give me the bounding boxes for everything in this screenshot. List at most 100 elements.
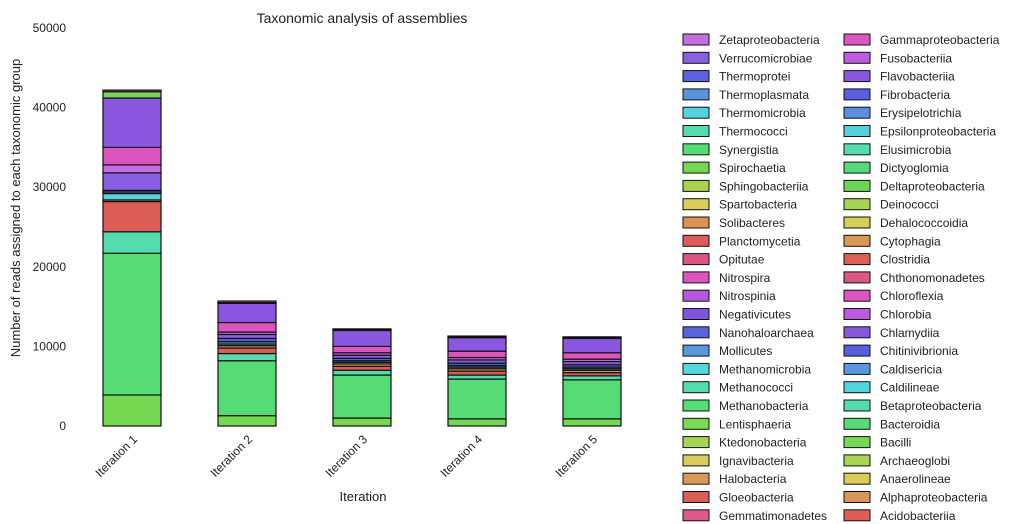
legend-swatch <box>843 234 871 247</box>
legend-swatch <box>682 344 710 357</box>
legend-swatch <box>843 326 871 339</box>
bar-segment <box>447 337 507 352</box>
bar-segment <box>562 352 622 360</box>
legend-label: Epsilonproteobacteria <box>880 125 996 139</box>
legend-swatch <box>843 454 871 467</box>
legend-label: Spirochaetia <box>719 161 786 175</box>
legend-label: Methanococci <box>719 381 793 395</box>
bar-segment <box>447 378 507 420</box>
legend-label: Chthonomonadetes <box>880 271 985 285</box>
bar-segment <box>332 329 392 348</box>
bar-segment <box>102 97 162 148</box>
bar-segment <box>332 328 392 331</box>
legend-swatch <box>682 125 710 137</box>
y-axis-label: Number of reads assigned to each taxonom… <box>8 59 23 357</box>
legend-swatch <box>682 308 710 320</box>
legend-label: Zetaproteobacteria <box>719 33 820 47</box>
legend-swatch <box>843 51 871 64</box>
legend-swatch <box>843 216 871 229</box>
legend-label: Synergistia <box>719 143 779 157</box>
legend-swatch <box>843 308 871 320</box>
bar-segment <box>102 200 162 233</box>
legend-swatch <box>682 381 710 394</box>
bar-segment <box>102 172 162 191</box>
legend-label: Thermococci <box>719 125 788 139</box>
bar-segment <box>217 321 277 333</box>
bars <box>102 89 622 427</box>
legend-swatch <box>682 179 710 192</box>
bar-segment <box>562 336 622 339</box>
legend-swatch <box>682 454 710 467</box>
legend-label: Ktedonobacteria <box>719 436 807 450</box>
legend-label: Caldilineae <box>880 381 940 395</box>
legend-label: Elusimicrobia <box>880 143 952 157</box>
legend-label: Gloeobacteria <box>719 491 794 505</box>
legend-label: Lentisphaeria <box>719 417 791 431</box>
legend-swatch <box>843 271 871 284</box>
legend-swatch <box>682 399 710 412</box>
bar-segment <box>332 345 392 354</box>
legend-label: Negativicutes <box>719 308 791 322</box>
legend-label: Clostridia <box>880 253 930 267</box>
bar-segment <box>102 91 162 99</box>
bar-segment <box>102 164 162 174</box>
bar-segment <box>447 418 507 427</box>
legend-swatch <box>843 491 871 503</box>
legend-label: Nitrospira <box>719 271 771 285</box>
legend-swatch <box>682 106 710 119</box>
x-tick-label: Iteration 4 <box>437 432 485 480</box>
bar-segment <box>447 335 507 338</box>
legend-swatch <box>843 143 871 156</box>
legend-swatch <box>682 198 710 211</box>
legend-label: Bacteroidia <box>880 417 940 431</box>
legend-swatch <box>843 125 871 137</box>
legend-swatch <box>843 472 871 485</box>
x-axis-ticks: Iteration 1 Iteration 2 Iteration 3 Iterati… <box>92 432 600 480</box>
legend-label: Deltaproteobacteria <box>880 179 985 193</box>
y-tick-label: 10000 <box>33 339 67 353</box>
legend-label: Anaerolineae <box>880 472 951 486</box>
legend-swatch <box>682 216 710 229</box>
legend-swatch <box>843 509 871 522</box>
legend-label: Solibacteres <box>719 216 785 230</box>
legend-swatch <box>682 253 710 266</box>
bar-segment <box>332 417 392 427</box>
legend-label: Fusobacteriia <box>880 51 952 65</box>
legend-label: Alphaproteobacteria <box>880 491 988 505</box>
bar-segment <box>332 374 392 419</box>
legend-label: Gammaproteobacteria <box>880 33 1000 47</box>
bar-segment <box>217 300 277 304</box>
legend-swatch <box>682 436 710 449</box>
legend-swatch <box>682 326 710 339</box>
y-tick-label: 50000 <box>33 21 67 35</box>
bar-segment <box>562 337 622 354</box>
legend-label: Chitinivibrionia <box>880 344 958 358</box>
bar-segment <box>562 379 622 420</box>
legend-swatch <box>843 70 871 83</box>
x-tick-label: Iteration 5 <box>552 432 600 480</box>
legend-swatch <box>843 289 871 302</box>
chart-title: Taxonomic analysis of assemblies <box>257 10 468 26</box>
legend-label: Dehalococcoidia <box>880 216 968 230</box>
legend-label: Deinococci <box>880 198 939 212</box>
y-tick-label: 40000 <box>33 101 67 115</box>
legend-label: Bacilli <box>880 436 911 450</box>
legend-label: Spartobacteria <box>719 198 797 212</box>
bar-segment <box>217 360 277 417</box>
legend-swatch <box>843 362 871 375</box>
legend-label: Chlamydiia <box>880 326 940 340</box>
legend-swatch <box>843 253 871 266</box>
legend-swatch <box>843 399 871 412</box>
bar-segment <box>332 369 392 376</box>
legend-swatch <box>682 509 710 522</box>
legend-label: Gemmatimonadetes <box>719 509 827 523</box>
legend-label: Thermomicrobia <box>719 106 806 120</box>
legend-label: Planctomycetia <box>719 234 801 248</box>
bar-segment <box>102 146 162 166</box>
bar-segment <box>562 418 622 427</box>
bar-segment <box>217 347 277 355</box>
y-axis-ticks: 0 10000 20000 30000 40000 50000 <box>33 21 67 433</box>
legend-swatch <box>682 33 710 46</box>
legend-swatch <box>682 271 710 284</box>
legend-label: Acidobacteriia <box>880 509 956 523</box>
